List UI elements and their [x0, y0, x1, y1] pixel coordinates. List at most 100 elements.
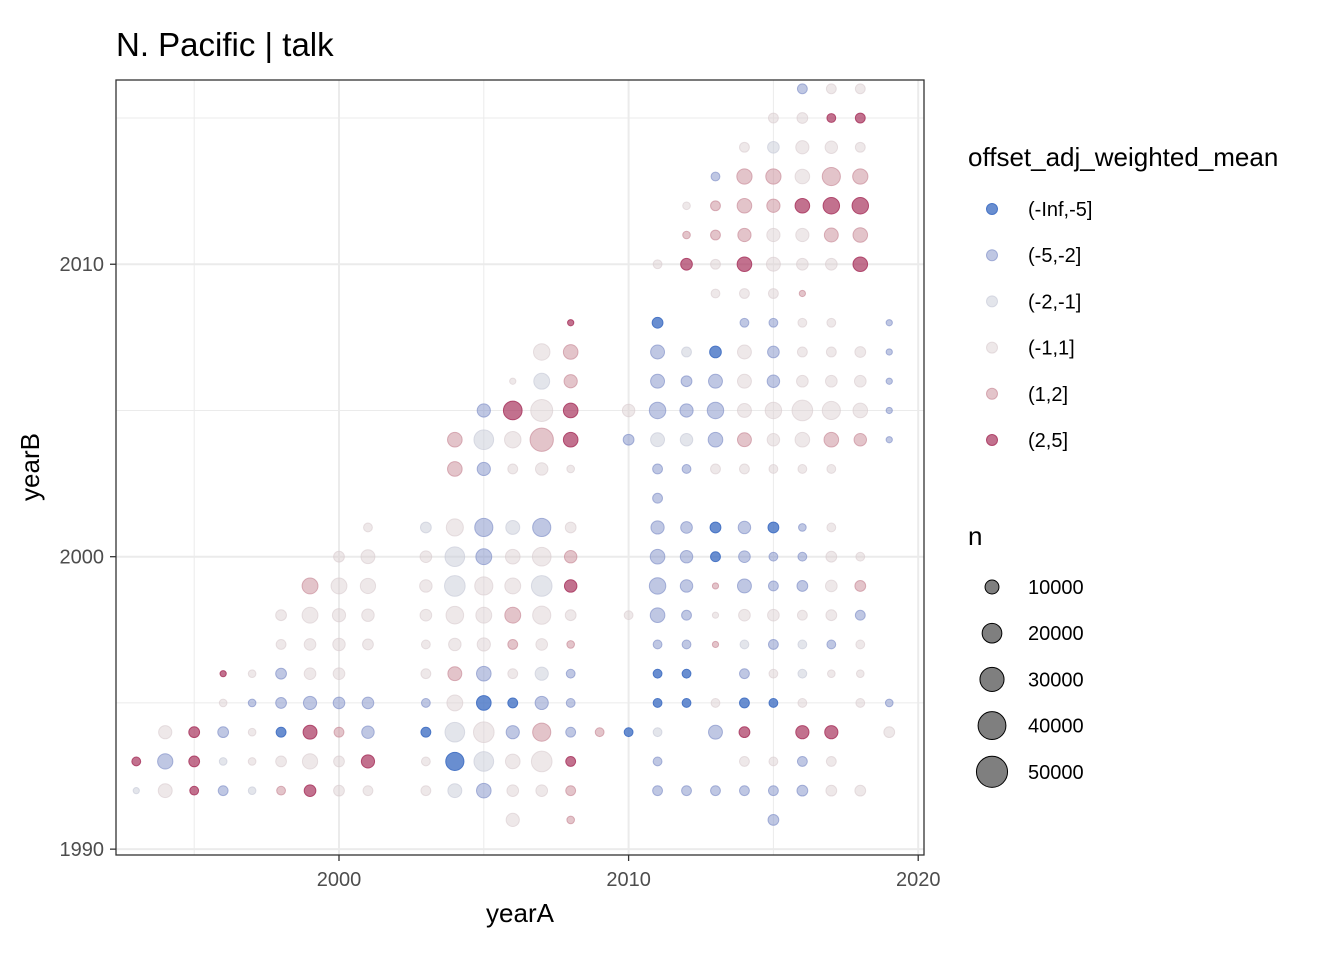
data-point [681, 785, 692, 797]
data-point [825, 755, 837, 767]
data-point [652, 668, 663, 679]
data-point [275, 755, 287, 768]
data-point [825, 609, 838, 622]
data-point [333, 550, 345, 563]
data-point [764, 401, 783, 420]
data-point [768, 317, 779, 328]
data-point [681, 609, 692, 621]
data-point [419, 608, 433, 622]
data-point [739, 463, 750, 475]
data-point [796, 784, 809, 797]
data-point [650, 432, 666, 448]
data-point [825, 346, 837, 358]
data-point [565, 755, 577, 767]
color-legend-title: offset_adj_weighted_mean [968, 142, 1278, 172]
data-points [131, 83, 896, 828]
y-axis-title: yearB [15, 433, 45, 501]
data-point [797, 317, 808, 328]
data-point [736, 256, 753, 273]
data-point [821, 400, 841, 421]
data-point [854, 580, 867, 592]
data-point [275, 639, 287, 650]
data-point [885, 319, 893, 327]
data-point [621, 403, 636, 418]
data-point [157, 753, 174, 770]
data-point [826, 113, 837, 123]
data-point [710, 551, 721, 563]
data-point [854, 784, 867, 797]
data-point [651, 316, 664, 329]
data-point [333, 726, 345, 738]
data-point [766, 227, 781, 243]
data-point [797, 639, 808, 650]
data-point [797, 464, 808, 474]
data-point [535, 638, 549, 651]
data-point [474, 517, 494, 538]
data-point [767, 639, 779, 650]
data-point [562, 431, 579, 448]
data-point [476, 403, 491, 418]
data-point [507, 463, 519, 475]
data-point [854, 83, 866, 95]
data-point [823, 227, 839, 243]
data-point [796, 83, 808, 95]
data-point [361, 696, 375, 710]
color-legend: offset_adj_weighted_mean (-Inf,-5] (-5,-2… [968, 142, 1278, 452]
chart-title: N. Pacific | talk [116, 26, 334, 63]
data-point [739, 697, 750, 709]
data-point [529, 427, 554, 452]
data-point [794, 197, 811, 214]
data-point [275, 667, 287, 680]
data-point [623, 727, 634, 738]
data-point [188, 755, 201, 768]
color-legend-label: (2,5] [1028, 430, 1068, 452]
color-legend-label: (-5,-2] [1028, 245, 1081, 267]
data-point [188, 726, 201, 739]
plot-background [116, 80, 924, 855]
data-point [276, 785, 286, 796]
size-legend-key [977, 711, 1007, 741]
data-point [505, 725, 520, 740]
data-point [566, 464, 575, 474]
data-point [504, 548, 521, 565]
data-point [796, 257, 809, 271]
data-point [565, 668, 576, 679]
size-legend-key [981, 622, 1003, 644]
data-point [739, 668, 750, 680]
data-point [706, 401, 725, 420]
color-legend-label: (1,2] [1028, 384, 1068, 406]
color-legend-key [986, 387, 998, 400]
data-point [855, 698, 866, 708]
data-point [332, 667, 346, 680]
data-point [563, 579, 578, 593]
data-point [473, 751, 495, 772]
data-point [562, 402, 579, 419]
data-point [648, 577, 667, 595]
data-point [738, 726, 751, 739]
data-point [507, 639, 519, 650]
data-point [564, 609, 577, 622]
data-point [768, 551, 779, 562]
data-point [797, 698, 808, 708]
data-point [623, 610, 634, 621]
y-tick-label: 2000 [60, 547, 105, 569]
data-point [767, 814, 780, 826]
data-point [681, 346, 692, 358]
data-point [332, 637, 346, 652]
data-point [765, 168, 782, 185]
data-point [711, 582, 720, 590]
color-legend-key [986, 203, 998, 215]
data-point [563, 549, 578, 564]
data-point [854, 609, 866, 621]
data-point [825, 83, 837, 95]
data-point [709, 521, 722, 534]
data-point [564, 521, 577, 534]
data-point [649, 548, 666, 565]
data-point [736, 197, 753, 214]
data-point [532, 605, 552, 625]
data-point [680, 257, 693, 271]
plot-border [115, 79, 925, 856]
data-point [189, 785, 200, 796]
data-point [361, 725, 375, 739]
data-point [533, 372, 551, 390]
